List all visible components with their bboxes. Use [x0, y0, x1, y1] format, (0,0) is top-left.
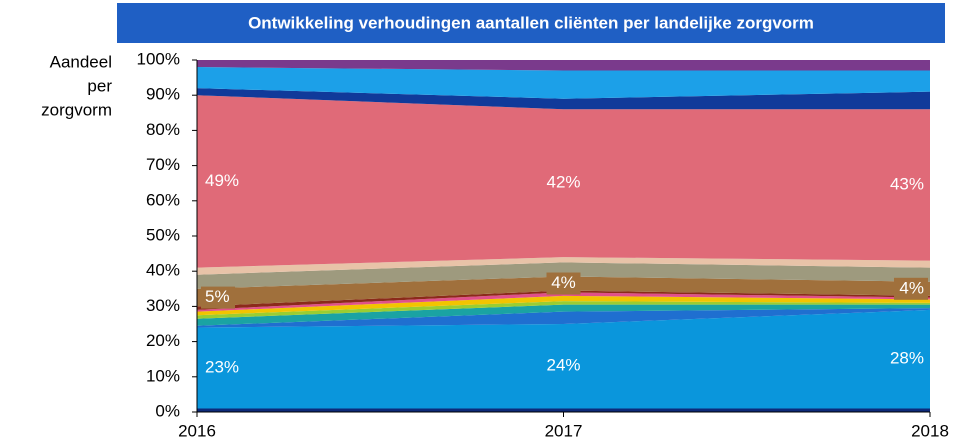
x-tick-label: 2018	[911, 421, 949, 440]
label-box	[894, 277, 928, 300]
y-tick-label: 30%	[146, 296, 180, 315]
title-box	[117, 3, 945, 43]
data-label: 5%	[205, 287, 230, 306]
area	[197, 290, 930, 310]
area	[197, 67, 930, 99]
label-box	[201, 286, 235, 309]
chart-title: Ontwikkeling verhoudingen aantallen clië…	[248, 13, 814, 32]
y-tick-label: 20%	[146, 331, 180, 350]
data-label: 49%	[205, 171, 239, 190]
y-tick-label: 80%	[146, 120, 180, 139]
y-tick-label: 60%	[146, 190, 180, 209]
area	[197, 292, 930, 312]
label-box	[546, 272, 581, 295]
data-label: 28%	[890, 349, 924, 368]
y-axis-label: per	[87, 76, 112, 95]
data-label: 23%	[205, 357, 239, 376]
y-tick-label: 40%	[146, 261, 180, 280]
area	[197, 301, 930, 319]
y-tick-label: 100%	[137, 49, 180, 68]
y-tick-label: 70%	[146, 155, 180, 174]
area	[197, 257, 930, 275]
y-tick-label: 90%	[146, 85, 180, 104]
data-label: 4%	[551, 273, 576, 292]
area	[197, 304, 930, 326]
area	[197, 295, 930, 316]
y-axis-label: zorgvorm	[41, 100, 112, 119]
data-label: 43%	[890, 174, 924, 193]
area	[197, 309, 930, 409]
y-axis-label: Aandeel	[50, 52, 112, 71]
x-tick-label: 2017	[545, 421, 583, 440]
area	[197, 308, 930, 328]
y-tick-label: 0%	[155, 401, 180, 420]
data-label: 42%	[546, 173, 580, 192]
data-label: 4%	[899, 278, 924, 297]
area	[197, 408, 930, 412]
y-tick-label: 10%	[146, 366, 180, 385]
area	[197, 95, 930, 268]
x-tick-label: 2016	[178, 421, 216, 440]
y-tick-label: 50%	[146, 225, 180, 244]
area	[197, 60, 930, 71]
area	[197, 276, 930, 307]
data-label: 24%	[546, 356, 580, 375]
